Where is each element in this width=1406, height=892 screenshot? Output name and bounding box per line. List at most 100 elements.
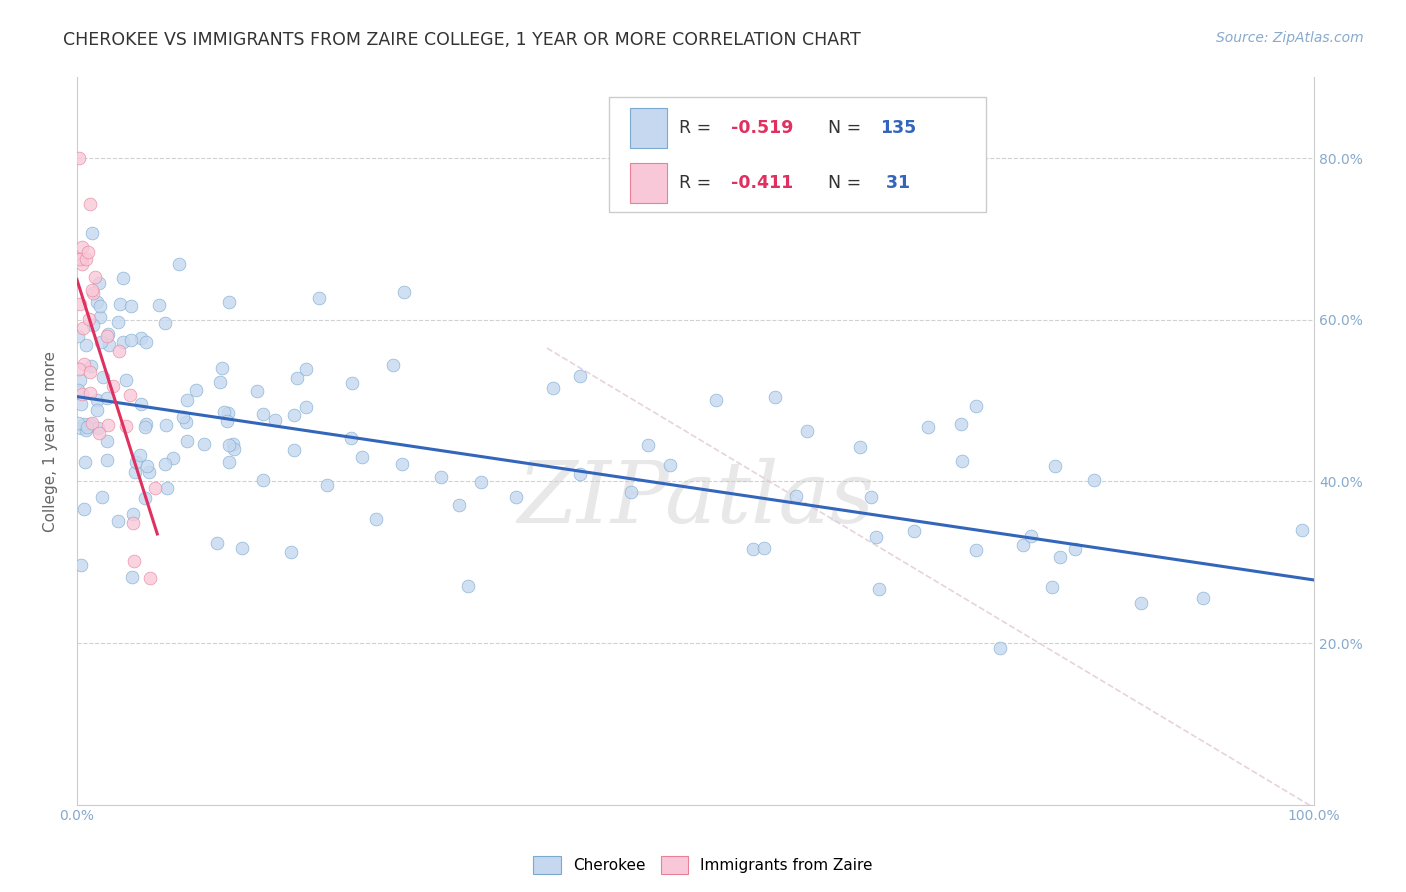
Point [155, 481, 177, 495]
Point [121, 570, 143, 584]
Point [73, 417, 96, 432]
Point [381, 358, 404, 372]
Point [124, 554, 146, 568]
Point [90, 335, 112, 350]
Point [122, 507, 145, 521]
Point [80, 226, 103, 240]
Point [295, 401, 318, 415]
Point [1191, 591, 1213, 605]
Point [87, 276, 110, 290]
Point [965, 543, 987, 558]
Point [308, 291, 330, 305]
Point [350, 450, 373, 464]
Text: Source: ZipAtlas.com: Source: ZipAtlas.com [1216, 31, 1364, 45]
Point [77, 312, 100, 326]
Point [796, 424, 818, 438]
Point [966, 399, 988, 413]
Point [285, 371, 308, 385]
Point [120, 333, 142, 347]
Point [218, 438, 240, 452]
Point [205, 536, 228, 550]
Point [89, 310, 111, 324]
Point [69, 296, 91, 310]
Point [543, 381, 565, 395]
Point [107, 514, 129, 528]
Point [470, 475, 492, 490]
Text: 31: 31 [880, 174, 910, 192]
Point [86, 403, 108, 417]
Point [865, 530, 887, 544]
Point [80, 283, 103, 297]
Point [72, 321, 94, 335]
Point [101, 378, 124, 392]
Text: R =: R = [679, 174, 717, 192]
Point [208, 375, 231, 389]
Point [72, 252, 94, 266]
Point [86, 295, 108, 310]
Point [364, 511, 387, 525]
Point [568, 368, 591, 383]
Y-axis label: College, 1 year or more: College, 1 year or more [44, 351, 58, 532]
Point [860, 490, 883, 504]
Point [252, 407, 274, 421]
Point [1049, 549, 1071, 564]
Text: -0.411: -0.411 [731, 174, 793, 192]
Point [1083, 473, 1105, 487]
Point [169, 257, 191, 271]
FancyBboxPatch shape [609, 97, 986, 212]
Point [218, 295, 240, 310]
Point [139, 571, 162, 585]
Point [162, 450, 184, 465]
Point [143, 481, 166, 495]
Point [1064, 542, 1087, 557]
Point [505, 490, 527, 504]
Point [67, 362, 90, 376]
Point [70, 397, 93, 411]
Point [86, 421, 108, 435]
Point [129, 331, 152, 345]
Point [69, 252, 91, 267]
Point [80, 359, 103, 373]
Point [952, 454, 974, 468]
Point [637, 438, 659, 452]
Point [134, 491, 156, 505]
Point [222, 436, 245, 450]
Point [316, 478, 339, 492]
Point [742, 541, 765, 556]
Point [283, 442, 305, 457]
Point [96, 434, 118, 448]
Point [340, 431, 363, 445]
Text: R =: R = [679, 119, 717, 137]
Point [67, 416, 90, 430]
Point [1019, 529, 1042, 543]
Point [176, 392, 198, 407]
Point [1045, 459, 1067, 474]
Point [174, 415, 197, 429]
Point [1012, 538, 1035, 552]
Point [176, 434, 198, 448]
Text: 135: 135 [880, 119, 917, 137]
Point [917, 420, 939, 434]
Point [125, 455, 148, 469]
Text: N =: N = [828, 119, 866, 137]
Point [1130, 597, 1153, 611]
Point [69, 558, 91, 572]
Point [70, 240, 93, 254]
Point [93, 369, 115, 384]
Point [73, 502, 96, 516]
Point [155, 418, 177, 433]
Point [283, 409, 305, 423]
Point [86, 392, 108, 407]
Point [87, 425, 110, 440]
Point [568, 467, 591, 482]
Point [98, 338, 121, 352]
Point [70, 387, 93, 401]
Point [91, 491, 114, 505]
Point [124, 465, 146, 479]
Point [76, 420, 98, 434]
Point [110, 297, 132, 311]
Point [704, 393, 727, 408]
Point [121, 516, 143, 530]
Point [107, 315, 129, 329]
Point [752, 541, 775, 556]
